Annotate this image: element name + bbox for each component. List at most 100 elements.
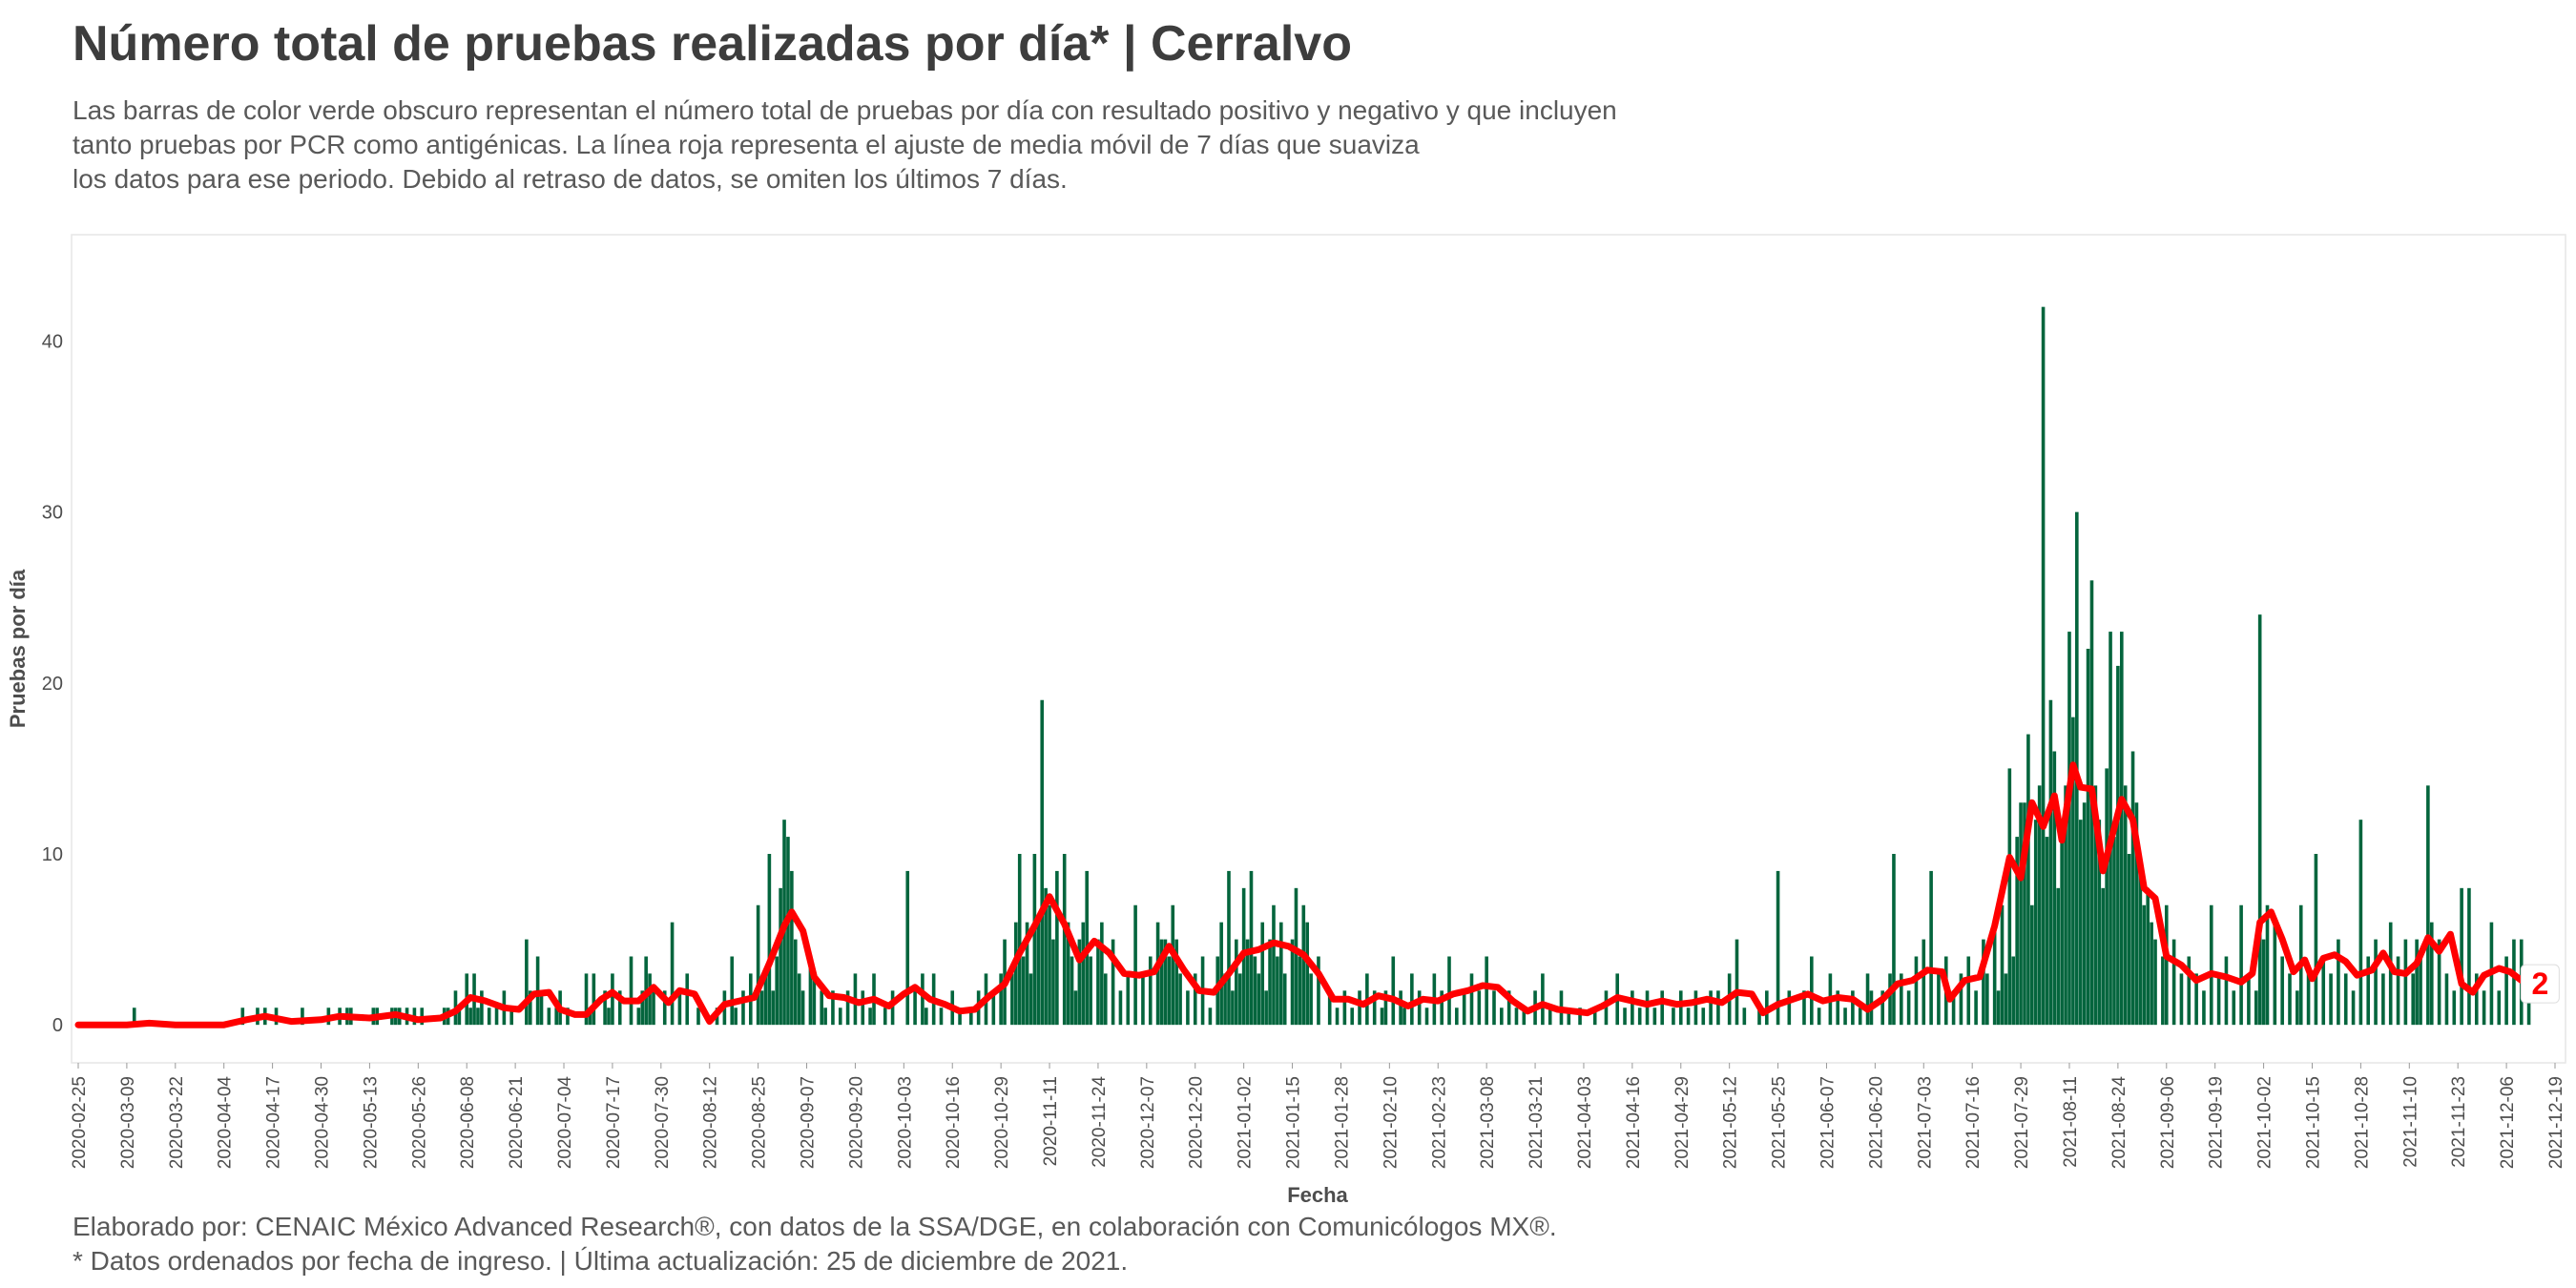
x-tick-label: 2021-02-23 — [1429, 1076, 1449, 1169]
bar — [2366, 956, 2371, 1026]
bar — [1294, 887, 1298, 1026]
bar — [883, 1008, 887, 1026]
bar — [1219, 922, 1223, 1026]
bar — [1013, 922, 1018, 1026]
bar — [1858, 1008, 1862, 1026]
bar — [1383, 990, 1388, 1026]
bar — [1567, 1008, 1571, 1026]
bar — [2460, 887, 2463, 1026]
bar — [696, 1008, 700, 1026]
bar — [999, 973, 1003, 1026]
bar — [1391, 956, 1396, 1026]
bar — [1036, 922, 1041, 1026]
bar — [1402, 1008, 1406, 1026]
bar — [592, 973, 596, 1026]
x-tick-label: 2021-06-20 — [1866, 1076, 1886, 1169]
x-tick-label: 2020-03-09 — [118, 1076, 138, 1169]
bar — [800, 990, 805, 1026]
bar — [1888, 973, 1892, 1026]
bar — [1174, 939, 1178, 1026]
bar — [2358, 820, 2363, 1026]
annotation-layer: 2 — [2520, 964, 2560, 1004]
bar — [2112, 837, 2116, 1026]
bar — [1974, 990, 1978, 1026]
bar — [1578, 1008, 1582, 1026]
bar — [2130, 751, 2135, 1026]
x-axis: 2020-02-25 2020-03-09 2020-03-22 2020-04-04… — [70, 1063, 2566, 1169]
bar — [1070, 956, 1074, 1026]
bar — [793, 939, 798, 1026]
bar — [2314, 854, 2318, 1026]
bar — [1693, 990, 1698, 1026]
bar — [1477, 990, 1482, 1026]
bar — [1880, 990, 1885, 1026]
y-axis: 0 10 20 30 40 — [42, 332, 63, 1037]
chart-caption: Elaborado por: CENAIC México Advanced Re… — [73, 1210, 1557, 1278]
bar — [1342, 990, 1347, 1026]
bar — [913, 990, 917, 1026]
x-tick-label: 2020-06-08 — [458, 1076, 478, 1169]
bar — [2452, 990, 2457, 1026]
bar — [617, 990, 622, 1026]
subtitle-line: Las barras de color verde obscuro repres… — [73, 95, 1617, 125]
y-tick-label: 40 — [42, 332, 63, 353]
bar — [607, 1008, 611, 1026]
bar — [1982, 939, 1985, 1026]
y-tick-label: 10 — [42, 844, 63, 865]
bar — [2093, 785, 2098, 1026]
bar — [1317, 956, 1320, 1026]
bar — [1335, 1008, 1340, 1026]
x-tick-label: 2021-01-28 — [1332, 1076, 1352, 1169]
bar — [1410, 973, 1414, 1026]
bar — [1118, 990, 1123, 1026]
bar — [240, 1008, 245, 1026]
x-tick-label: 2020-02-25 — [70, 1076, 90, 1169]
bar — [1742, 1008, 1747, 1026]
bar — [2306, 973, 2311, 1026]
bar — [1178, 973, 1182, 1026]
bar — [767, 854, 772, 1026]
bar — [1735, 939, 1739, 1026]
bar — [2280, 956, 2284, 1026]
bar — [868, 1008, 872, 1026]
bar — [1010, 973, 1014, 1026]
bar — [2153, 939, 2157, 1026]
bar — [2146, 887, 2150, 1026]
bar — [1469, 973, 1474, 1026]
x-tick-label: 2020-10-03 — [895, 1076, 915, 1169]
x-tick-label: 2021-04-16 — [1624, 1076, 1644, 1169]
bar — [2097, 820, 2102, 1026]
bar — [831, 990, 835, 1026]
x-tick-label: 2021-03-08 — [1478, 1076, 1498, 1169]
x-tick-label: 2020-05-26 — [409, 1076, 429, 1169]
caption-line: Elaborado por: CENAIC México Advanced Re… — [73, 1212, 1557, 1241]
bar — [741, 990, 745, 1026]
bar — [1485, 956, 1488, 1026]
x-tick-label: 2021-05-25 — [1770, 1076, 1790, 1169]
x-tick-label: 2020-07-17 — [604, 1076, 624, 1169]
bar — [636, 1008, 641, 1026]
x-tick-label: 2021-07-03 — [1915, 1076, 1935, 1169]
bar — [1231, 990, 1235, 1026]
x-tick-label: 2020-09-07 — [799, 1076, 819, 1169]
bar — [2116, 665, 2120, 1026]
bar — [2194, 973, 2198, 1026]
y-tick-label: 20 — [42, 674, 63, 695]
bar — [2015, 837, 2019, 1026]
x-tick-label: 2020-05-13 — [361, 1076, 381, 1169]
bar — [1171, 904, 1175, 1026]
bar — [2101, 887, 2106, 1026]
bar — [2296, 990, 2299, 1026]
bar — [1227, 870, 1231, 1026]
bar — [1492, 990, 1496, 1026]
bar — [2004, 973, 2008, 1026]
bar — [1678, 990, 1683, 1026]
x-tick-label: 2020-03-22 — [167, 1076, 187, 1169]
bar — [2482, 990, 2486, 1026]
bar — [677, 990, 682, 1026]
bar — [2127, 854, 2131, 1026]
bar — [1506, 990, 1511, 1026]
bar — [1032, 854, 1037, 1026]
bar — [2011, 956, 2016, 1026]
bar — [1851, 990, 1855, 1026]
